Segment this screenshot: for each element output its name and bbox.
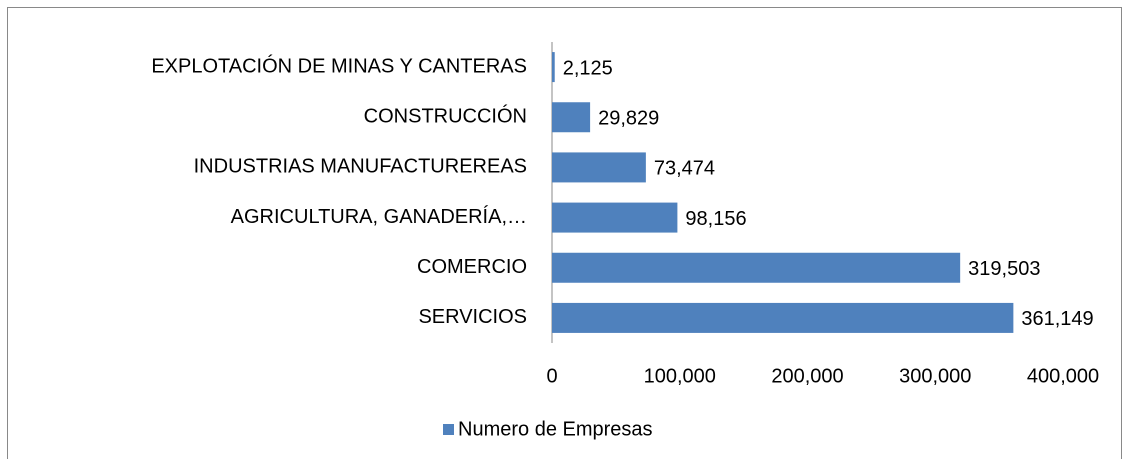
bar bbox=[552, 52, 555, 83]
data-label: 361,149 bbox=[1021, 308, 1093, 330]
x-tick-label: 100,000 bbox=[644, 365, 716, 387]
data-label: 319,503 bbox=[968, 258, 1040, 280]
bar bbox=[552, 102, 591, 133]
data-label: 2,125 bbox=[563, 57, 613, 79]
x-tick-label: 400,000 bbox=[1027, 365, 1099, 387]
y-tick-label: INDUSTRIAS MANUFACTUREREAS bbox=[194, 156, 527, 178]
x-tick-label: 0 bbox=[546, 365, 557, 387]
bar bbox=[552, 152, 646, 183]
y-tick-label: CONSTRUCCIÓN bbox=[364, 105, 527, 128]
y-tick-label: SERVICIOS bbox=[418, 306, 527, 328]
data-label: 73,474 bbox=[654, 158, 715, 180]
y-tick-label: COMERCIO bbox=[417, 256, 527, 278]
bar bbox=[552, 202, 678, 233]
x-tick-label: 300,000 bbox=[899, 365, 971, 387]
bar bbox=[552, 302, 1014, 333]
x-tick-label: 200,000 bbox=[771, 365, 843, 387]
bar bbox=[552, 252, 961, 283]
legend-swatch bbox=[443, 424, 454, 435]
y-tick-label: AGRICULTURA, GANADERÍA,… bbox=[231, 205, 527, 228]
data-label: 98,156 bbox=[685, 208, 746, 230]
data-label: 29,829 bbox=[598, 108, 659, 130]
y-tick-label: EXPLOTACIÓN DE MINAS Y CANTERAS bbox=[151, 54, 527, 77]
chart-frame bbox=[7, 7, 1122, 459]
legend-label: Numero de Empresas bbox=[458, 418, 653, 440]
